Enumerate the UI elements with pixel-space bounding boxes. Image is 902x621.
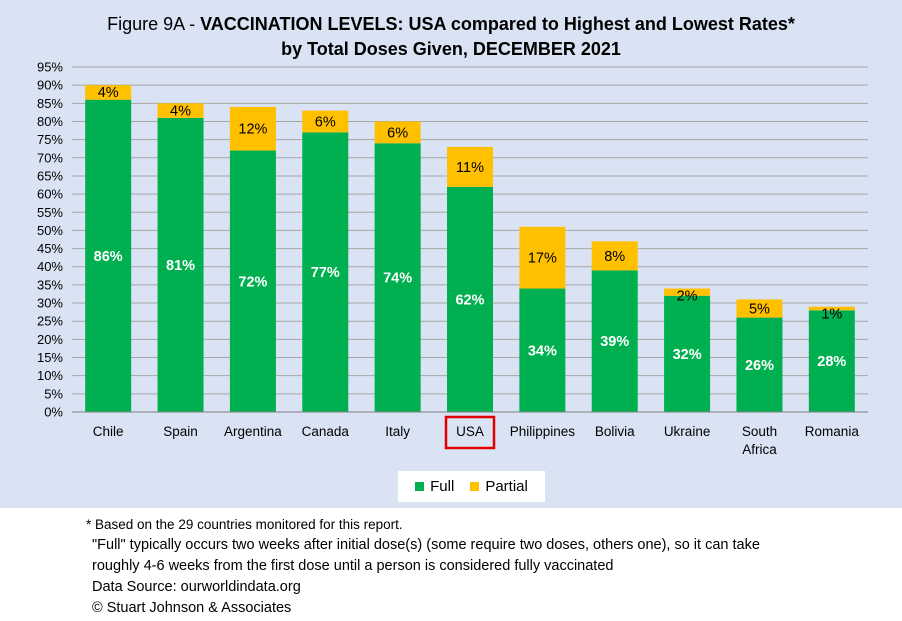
x-tick-label: Spain [163, 424, 198, 439]
data-label-full: 39% [600, 334, 629, 350]
data-label-partial: 11% [456, 160, 484, 176]
y-tick-label: 10% [37, 368, 63, 383]
legend-label-partial: Partial [485, 478, 528, 495]
data-label-full: 28% [817, 354, 846, 370]
data-labels: 86% 4% 81% 4% 72% 12% 77% 6% 74% 6% 62% 11% 34% 17% 39… [94, 85, 847, 374]
bar-full [157, 117, 204, 412]
title-prefix: Figure 9A - [107, 14, 201, 34]
chart-title: Figure 9A - VACCINATION LEVELS: USA comp… [0, 12, 902, 62]
footnote-full-definition-cont: roughly 4-6 weeks from the first dose un… [92, 558, 614, 574]
y-tick-label: 40% [37, 259, 63, 274]
y-tick-label: 85% [37, 96, 63, 111]
y-tick-label: 90% [37, 78, 63, 93]
data-label-partial: 1% [821, 307, 842, 323]
bar-full [808, 310, 855, 412]
bar-partial [447, 146, 493, 187]
data-label-partial: 2% [677, 289, 698, 305]
title-subtitle: by Total Doses Given, DECEMBER 2021 [281, 39, 621, 59]
bar-full [85, 99, 132, 413]
highlight-box-usa [444, 415, 496, 450]
data-label-full: 34% [528, 343, 557, 359]
legend-item-full: Full [415, 478, 454, 495]
footnote-data-source: Data Source: ourworldindata.org [92, 579, 301, 595]
bar-full [229, 150, 276, 413]
data-label-partial: 6% [387, 125, 408, 141]
bar-partial [302, 110, 349, 133]
x-tick-label: Ukraine [664, 424, 711, 439]
x-tick-label: Canada [302, 424, 350, 439]
bar-full [302, 132, 349, 413]
y-tick-label: 35% [37, 277, 63, 292]
bar-full [736, 317, 783, 412]
footnote-sample: * Based on the 29 countries monitored fo… [86, 517, 403, 532]
x-tick-label: South [742, 424, 777, 439]
y-tick-label: 30% [37, 296, 63, 311]
y-tick-label: 5% [44, 386, 63, 401]
x-tick-label: Italy [385, 424, 410, 439]
y-tick-label: 45% [37, 241, 63, 256]
x-tick-label: Romania [805, 424, 860, 439]
y-tick-label: 65% [37, 168, 63, 183]
bar-partial [808, 306, 855, 311]
bar-partial [591, 241, 638, 271]
data-label-partial: 17% [528, 251, 557, 267]
x-tick-label: Africa [742, 442, 777, 457]
data-label-full: 86% [94, 249, 123, 265]
y-tick-label: 75% [37, 132, 63, 147]
bar-full [519, 288, 566, 412]
x-tick-label: Bolivia [595, 424, 635, 439]
data-label-full: 72% [238, 274, 267, 290]
legend-swatch-partial [470, 482, 480, 491]
data-label-partial: 5% [749, 302, 770, 318]
x-tick-label: Chile [93, 424, 124, 439]
footnotes: * Based on the 29 countries monitored fo… [86, 514, 886, 619]
x-tick-label: Philippines [510, 424, 576, 439]
data-label-full: 62% [455, 292, 484, 308]
bar-full [374, 143, 421, 412]
y-tick-label: 70% [37, 150, 63, 165]
footnote-copyright: © Stuart Johnson & Associates [92, 600, 292, 616]
bar-full [664, 295, 711, 412]
data-label-partial: 6% [315, 114, 336, 130]
data-label-partial: 8% [604, 249, 625, 265]
y-tick-label: 20% [37, 332, 63, 347]
bar-partial [85, 85, 132, 100]
bar-partial [229, 106, 276, 151]
y-tick-label: 55% [37, 205, 63, 220]
data-label-full: 81% [166, 258, 195, 274]
y-tick-label: 15% [37, 350, 63, 365]
y-tick-label: 0% [44, 405, 63, 420]
y-tick-label: 25% [37, 314, 63, 329]
x-tick-label: Argentina [224, 424, 282, 439]
chart-area: Figure 9A - VACCINATION LEVELS: USA comp… [0, 0, 902, 508]
bars [85, 85, 855, 413]
legend-swatch-full [415, 482, 425, 491]
data-label-full: 74% [383, 271, 412, 287]
data-label-full: 26% [745, 358, 774, 374]
data-label-full: 32% [673, 347, 702, 363]
bar-full [447, 186, 493, 412]
data-label-partial: 12% [238, 122, 267, 138]
axes: 0% 5% 10% 15% 20% 25% 30% 35% 40% 45% 50% 55% 60% 65%… [37, 60, 868, 457]
legend: Full Partial [398, 471, 545, 502]
data-label-partial: 4% [170, 103, 191, 119]
bar-chart: 86% 4% 81% 4% 72% 12% 77% 6% 74% 6% 62% 11% 34% 17% 39… [37, 60, 868, 457]
bar-full [591, 270, 638, 412]
bar-partial [736, 299, 783, 318]
legend-label-full: Full [430, 478, 455, 495]
data-label-partial: 4% [98, 85, 119, 101]
title-main: VACCINATION LEVELS: USA compared to High… [200, 14, 795, 34]
data-label-full: 77% [311, 265, 340, 281]
bar-partial [519, 226, 566, 289]
footnote-full-definition: "Full" typically occurs two weeks after … [92, 537, 760, 553]
legend-item-partial: Partial [470, 478, 528, 495]
y-tick-label: 50% [37, 223, 63, 238]
bar-partial [157, 103, 204, 118]
y-tick-label: 95% [37, 60, 63, 75]
bar-partial [664, 288, 711, 296]
x-tick-label: USA [456, 424, 484, 439]
y-tick-label: 60% [37, 187, 63, 202]
y-tick-label: 80% [37, 114, 63, 129]
bar-partial [374, 121, 421, 144]
